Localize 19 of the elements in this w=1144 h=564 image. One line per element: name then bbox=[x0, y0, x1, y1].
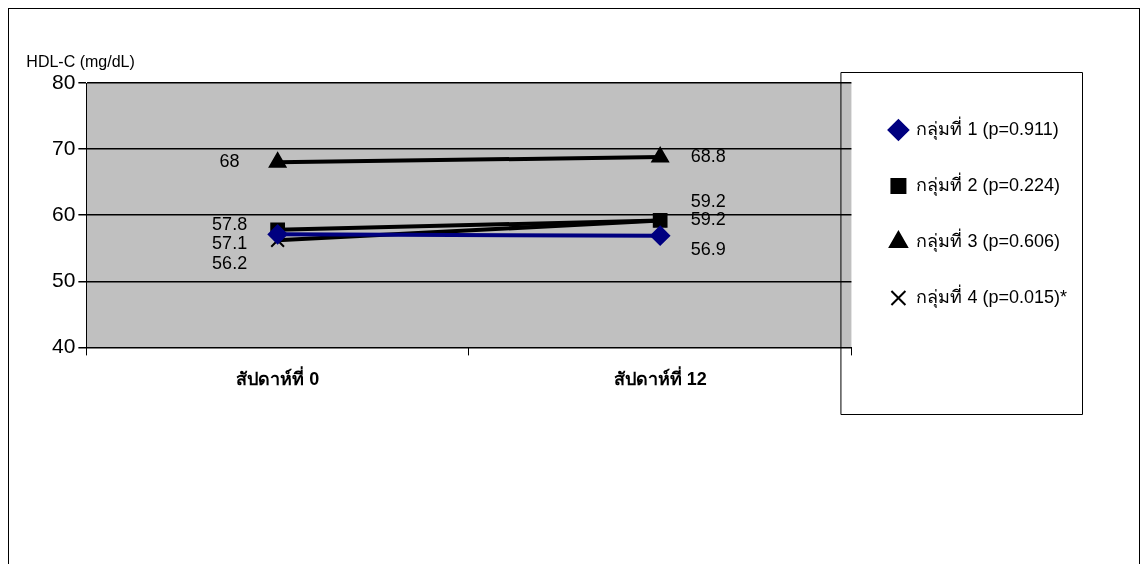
data-label: 57.1 bbox=[212, 233, 248, 254]
data-label: 56.2 bbox=[212, 253, 248, 274]
legend-label: กลุ่มที่ 2 (p=0.224) bbox=[916, 171, 1061, 196]
y-tick-label: 50 bbox=[52, 268, 76, 292]
y-tick-label: 40 bbox=[52, 334, 76, 358]
x-tick-label: สัปดาห์ที่ 12 bbox=[613, 366, 707, 390]
y-tick-label: 80 bbox=[52, 69, 76, 93]
y-tick-label: 70 bbox=[52, 135, 76, 159]
y-tick-label: 60 bbox=[52, 202, 76, 225]
y-axis-title: HDL-C (mg/dL) bbox=[26, 53, 135, 71]
data-label: 57.8 bbox=[212, 213, 248, 234]
data-label: 59.2 bbox=[690, 191, 726, 212]
data-label: 68.8 bbox=[690, 146, 726, 166]
legend-label: กลุ่มที่ 3 (p=0.606) bbox=[916, 227, 1061, 252]
data-label: 68 bbox=[219, 151, 240, 172]
data-label: 56.9 bbox=[690, 238, 726, 259]
x-tick-label: สัปดาห์ที่ 0 bbox=[236, 366, 320, 390]
legend-label: กลุ่มที่ 1 (p=0.911) bbox=[916, 115, 1059, 140]
legend-label: กลุ่มที่ 4 (p=0.015)* bbox=[916, 283, 1068, 308]
